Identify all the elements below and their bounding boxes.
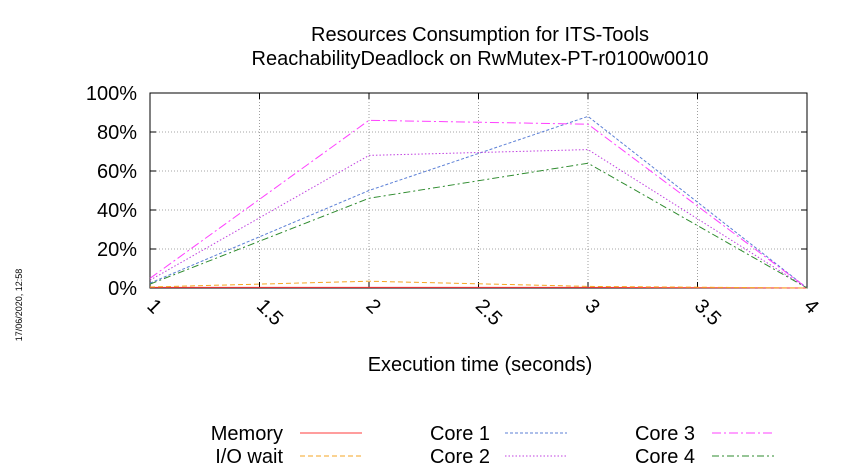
grid-lines [150,93,807,288]
series-lines [149,115,808,289]
chart-title: Resources Consumption for ITS-Tools [311,24,649,46]
x-tick-label: 3.5 [690,295,725,330]
y-tick-label: 100% [86,83,137,105]
y-tick-label: 60% [97,161,137,183]
legend-label: Core 2 [430,446,490,468]
x-axis-ticks: 1 1.5 2 2.5 3 3.5 4 [142,93,823,330]
x-tick-label: 1 [142,295,165,318]
x-tick-label: 2.5 [471,295,506,330]
y-tick-label: 40% [97,200,137,222]
y-tick-label: 0% [108,278,137,300]
legend-label: Core 3 [635,423,695,445]
x-tick-label: 4 [799,295,822,318]
series-line-core-1 [149,115,808,289]
series-line-core-3 [149,119,808,289]
series-line-i-o-wait [149,280,808,289]
series-line-core-2 [149,149,808,289]
legend-label: Core 1 [430,423,490,445]
x-axis-label: Execution time (seconds) [368,354,593,376]
y-tick-label: 80% [97,122,137,144]
legend-label: I/O wait [215,446,283,468]
x-tick-label: 3 [580,295,603,318]
y-tick-label: 20% [97,239,137,261]
x-tick-label: 2 [361,295,384,318]
legend-label: Memory [211,423,283,445]
y-axis-ticks: 0% 20% 40% 60% 80% 100% [86,83,807,300]
chart-timestamp: 17/06/2020, 12:58 [14,269,24,342]
chart-subtitle: ReachabilityDeadlock on RwMutex-PT-r0100… [252,48,709,70]
series-line-core-4 [149,162,808,289]
x-tick-label: 1.5 [252,295,287,330]
legend-label: Core 4 [635,446,695,468]
